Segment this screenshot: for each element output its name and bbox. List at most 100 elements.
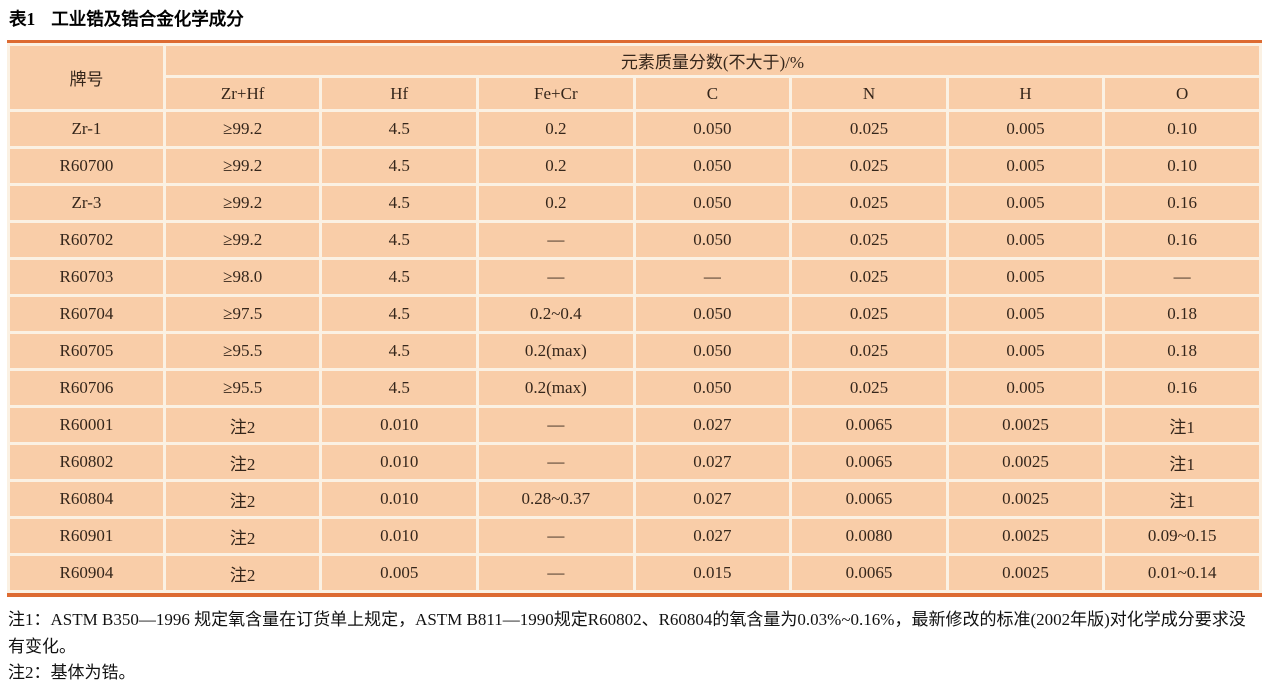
footnotes: 注1：ASTM B350—1996 规定氧含量在订货单上规定，ASTM B811… (8, 607, 1262, 687)
value-cell: 0.025 (792, 371, 946, 405)
table-row-Zr-1: Zr-1 ≥99.2 4.5 0.2 0.050 0.025 0.005 0.10 (10, 112, 1259, 146)
element-mass-fraction-group-header: 元素质量分数(不大于)/% (165, 46, 1259, 75)
value-cell: 0.025 (792, 223, 946, 257)
table-row-R60705: R60705 ≥95.5 4.5 0.2(max) 0.050 0.025 0.005 0.1… (10, 334, 1259, 368)
value-cell: 0.050 (635, 371, 790, 405)
value-cell: 0.10 (1105, 149, 1259, 183)
footnote-1: 注1：ASTM B350—1996 规定氧含量在订货单上规定，ASTM B811… (8, 610, 1246, 656)
element-header-Zr+Hf: Zr+Hf (165, 78, 320, 109)
value-cell: 0.18 (1105, 297, 1259, 331)
grade-cell: R60802 (10, 445, 163, 479)
value-cell: 0.2 (479, 112, 633, 146)
value-cell: 0.09~0.15 (1105, 519, 1259, 553)
value-cell: 0.015 (635, 556, 790, 590)
value-cell: 4.5 (322, 297, 477, 331)
value-cell: 0.16 (1105, 186, 1259, 220)
value-cell: — (479, 223, 633, 257)
table-row-R60706: R60706 ≥95.5 4.5 0.2(max) 0.050 0.025 0.005 0.1… (10, 371, 1259, 405)
table-row-R60702: R60702 ≥99.2 4.5—0.050 0.025 0.005 0.16 (10, 223, 1259, 257)
value-cell: 0.025 (792, 297, 946, 331)
value-cell: 注2 (165, 445, 320, 479)
value-cell: 0.005 (948, 371, 1103, 405)
table-row-R60700: R60700 ≥99.2 4.5 0.2 0.050 0.025 0.005 0.10 (10, 149, 1259, 183)
table-row-R60904: R60904 注2 0.005—0.015 0.0065 0.0025 0.01~0.14 (10, 556, 1259, 590)
value-cell: 0.005 (948, 297, 1103, 331)
value-cell: 0.16 (1105, 223, 1259, 257)
value-cell: 0.2~0.4 (479, 297, 633, 331)
composition-table: 牌号 元素质量分数(不大于)/% Zr+Hf Hf Fe+Cr C N H O Zr-1 ≥9… (7, 43, 1262, 593)
value-cell: 0.0065 (792, 408, 946, 442)
value-cell: 0.0025 (948, 482, 1103, 516)
table-row-R60703: R60703 ≥98.0 4.5— —0.025 0.005— (10, 260, 1259, 294)
grade-cell: R60904 (10, 556, 163, 590)
value-cell: 0.0080 (792, 519, 946, 553)
value-cell: 4.5 (322, 223, 477, 257)
grade-cell: R60702 (10, 223, 163, 257)
value-cell: 0.010 (322, 482, 477, 516)
value-cell: 注2 (165, 408, 320, 442)
value-cell: ≥97.5 (165, 297, 320, 331)
table-title-text: 工业锆及锆合金化学成分 (51, 9, 244, 29)
value-cell: 4.5 (322, 186, 477, 220)
grade-cell: Zr-1 (10, 112, 163, 146)
value-cell: 0.005 (948, 149, 1103, 183)
table-row-R60804: R60804 注2 0.010 0.28~0.37 0.027 0.0065 0.0025 注… (10, 482, 1259, 516)
table-row-R60001: R60001 注2 0.010—0.027 0.0065 0.0025 注1 (10, 408, 1259, 442)
element-header-H: H (948, 78, 1103, 109)
value-cell: 0.2 (479, 149, 633, 183)
value-cell: 0.025 (792, 334, 946, 368)
value-cell: ≥95.5 (165, 334, 320, 368)
element-header-N: N (792, 78, 946, 109)
value-cell: 4.5 (322, 334, 477, 368)
grade-cell: R60700 (10, 149, 163, 183)
value-cell: 4.5 (322, 371, 477, 405)
element-header-O: O (1105, 78, 1259, 109)
value-cell: 0.010 (322, 408, 477, 442)
value-cell: ≥99.2 (165, 186, 320, 220)
value-cell: 0.2(max) (479, 334, 633, 368)
value-cell: 0.0065 (792, 445, 946, 479)
grade-cell: R60705 (10, 334, 163, 368)
value-cell: 0.0025 (948, 556, 1103, 590)
value-cell: 0.050 (635, 223, 790, 257)
value-cell: ≥99.2 (165, 149, 320, 183)
value-cell: 0.050 (635, 186, 790, 220)
value-cell: 0.005 (948, 334, 1103, 368)
value-cell: ≥98.0 (165, 260, 320, 294)
value-cell: 注1 (1105, 408, 1259, 442)
value-cell: 0.025 (792, 149, 946, 183)
table-row-R60704: R60704 ≥97.5 4.5 0.2~0.4 0.050 0.025 0.005 0.18 (10, 297, 1259, 331)
value-cell: — (479, 556, 633, 590)
table-title: 表1 工业锆及锆合金化学成分 (9, 6, 1262, 31)
value-cell: 4.5 (322, 260, 477, 294)
value-cell: 0.0065 (792, 556, 946, 590)
value-cell: ≥99.2 (165, 112, 320, 146)
value-cell: 0.027 (635, 445, 790, 479)
value-cell: 0.050 (635, 297, 790, 331)
value-cell: 0.2(max) (479, 371, 633, 405)
value-cell: 0.050 (635, 112, 790, 146)
value-cell: 0.10 (1105, 112, 1259, 146)
value-cell: 0.18 (1105, 334, 1259, 368)
grade-column-header: 牌号 (10, 46, 163, 109)
value-cell: 0.025 (792, 186, 946, 220)
value-cell: 4.5 (322, 112, 477, 146)
value-cell: 0.005 (948, 112, 1103, 146)
value-cell: 注1 (1105, 445, 1259, 479)
grade-cell: R60706 (10, 371, 163, 405)
composition-table-frame: 牌号 元素质量分数(不大于)/% Zr+Hf Hf Fe+Cr C N H O Zr-1 ≥9… (7, 40, 1262, 597)
grade-cell: R60001 (10, 408, 163, 442)
value-cell: — (635, 260, 790, 294)
value-cell: 0.025 (792, 112, 946, 146)
element-header-Hf: Hf (322, 78, 477, 109)
value-cell: 0.027 (635, 482, 790, 516)
value-cell: 0.005 (948, 260, 1103, 294)
value-cell: 0.16 (1105, 371, 1259, 405)
value-cell: 0.005 (948, 223, 1103, 257)
element-header-row: Zr+Hf Hf Fe+Cr C N H O (10, 78, 1259, 109)
value-cell: 0.027 (635, 519, 790, 553)
value-cell: 0.027 (635, 408, 790, 442)
table-row-R60802: R60802 注2 0.010—0.027 0.0065 0.0025 注1 (10, 445, 1259, 479)
element-header-Fe+Cr: Fe+Cr (479, 78, 633, 109)
table-row-R60901: R60901 注2 0.010—0.027 0.0080 0.0025 0.09~0.15 (10, 519, 1259, 553)
